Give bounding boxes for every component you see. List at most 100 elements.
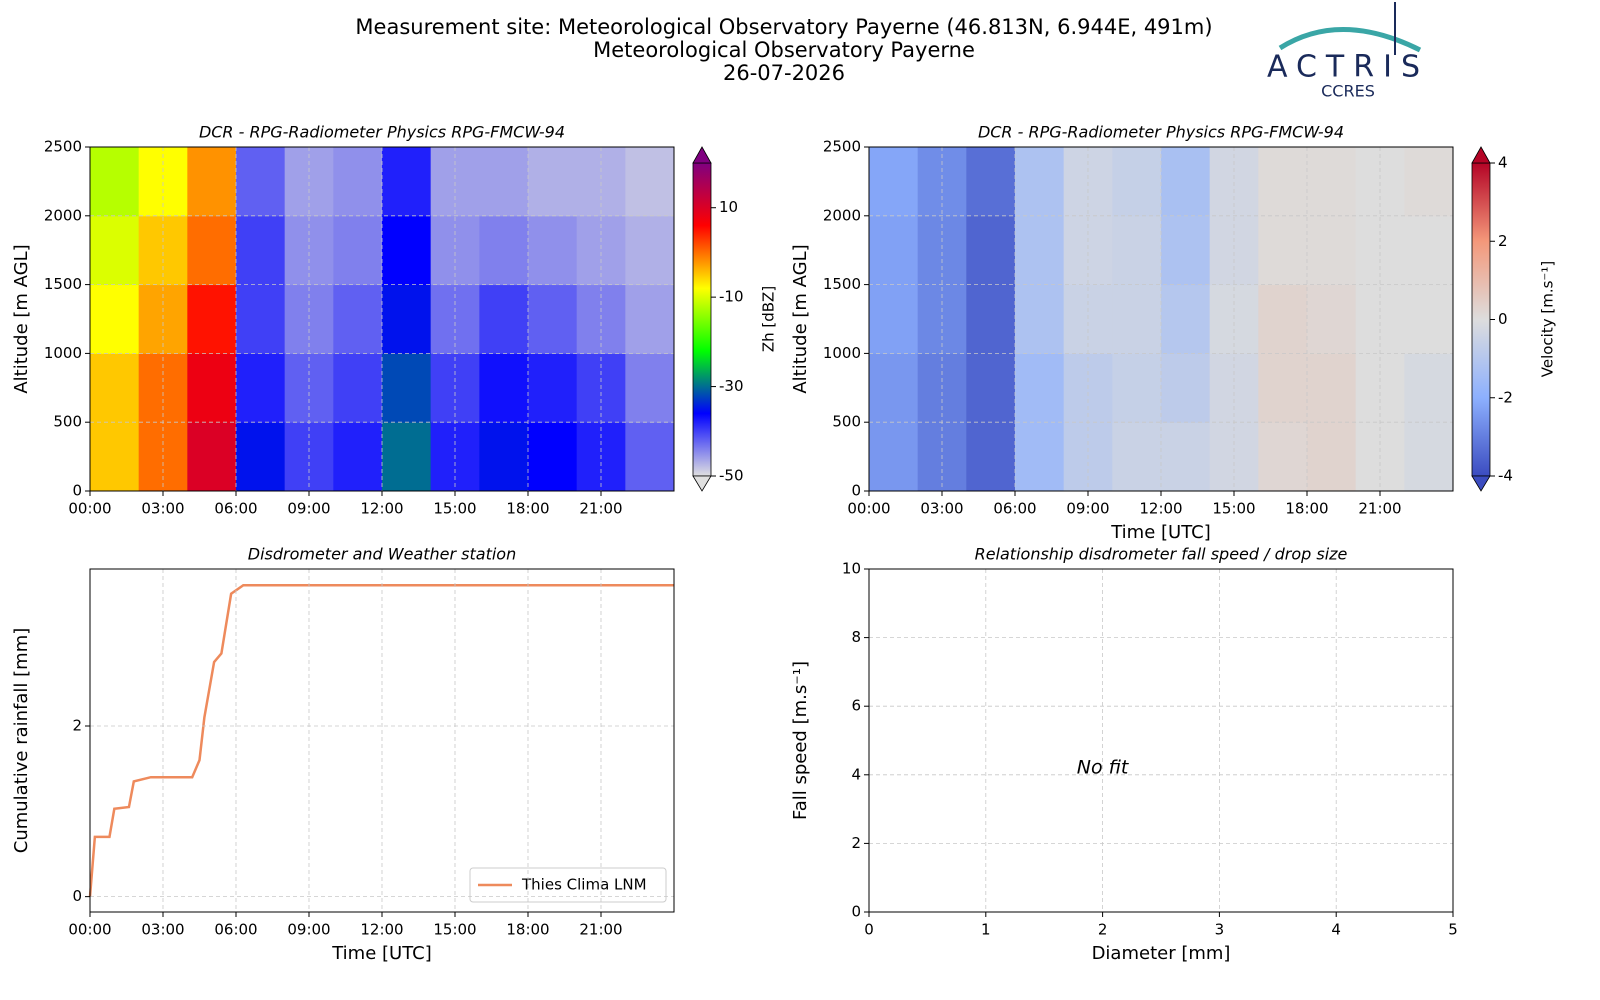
- heatmap-cell: [1258, 147, 1308, 217]
- x-tick-label: 12:00: [360, 500, 403, 518]
- heatmap-cell: [90, 147, 140, 217]
- heatmap-cell: [187, 284, 237, 354]
- x-tick-label: 4: [1331, 921, 1341, 939]
- colorbar-label: Velocity [m.s⁻¹]: [1539, 261, 1557, 377]
- heatmap-cell: [1161, 284, 1211, 354]
- heatmap-cell: [625, 147, 675, 217]
- axes-frame: [868, 568, 1454, 913]
- colorbar: [1471, 162, 1491, 477]
- header-line: 26-07-2026: [723, 61, 845, 85]
- axes-frame: [89, 146, 675, 492]
- x-tick-label: 03:00: [920, 500, 963, 518]
- y-tick-label: 2500: [44, 138, 82, 156]
- x-tick-label: 06:00: [993, 500, 1036, 518]
- heatmap-cell: [1404, 147, 1454, 217]
- colorbar-tick-label: -10: [719, 288, 744, 306]
- panel: Disdrometer and Weather station Thies Cli…: [11, 545, 675, 964]
- colorbar-extend: [1471, 146, 1491, 164]
- y-tick-label: 4: [851, 765, 861, 783]
- x-tick-label: 06:00: [214, 921, 257, 939]
- x-tick-label: 18:00: [1285, 500, 1328, 518]
- heatmap-cell: [382, 284, 432, 354]
- y-tick-label: 6: [851, 697, 861, 715]
- y-axis-label: Cumulative rainfall [mm]: [11, 628, 32, 854]
- heatmap-cell: [236, 215, 286, 286]
- heatmap-cell: [333, 422, 383, 492]
- heatmap-cell: [333, 147, 383, 217]
- heatmap-cell: [1404, 215, 1454, 286]
- heatmap-cell: [1112, 284, 1162, 354]
- heatmap-cell: [869, 284, 919, 354]
- x-tick-label: 18:00: [506, 500, 549, 518]
- x-tick-label: 15:00: [433, 921, 476, 939]
- x-tick-label: 03:00: [141, 921, 184, 939]
- x-tick-label: 03:00: [141, 500, 184, 518]
- heatmap-cell: [479, 215, 529, 286]
- axes-frame: [868, 146, 1454, 492]
- axes-frame: [89, 568, 675, 913]
- heatmap-cell: [236, 284, 286, 354]
- y-tick-label: 0: [72, 887, 82, 905]
- heatmap-cell: [1307, 353, 1357, 423]
- colorbar-extend: [692, 146, 712, 164]
- y-tick-label: 1500: [44, 275, 82, 293]
- heatmap-cell: [528, 422, 578, 492]
- y-tick-label: 1000: [44, 344, 82, 362]
- grid: [89, 569, 674, 912]
- panel: DCR - RPG-Radiometer Physics RPG-FMCW-94…: [11, 123, 778, 518]
- legend-box: [469, 867, 667, 903]
- y-axis-label: Altitude [m AGL]: [11, 244, 32, 393]
- y-tick-label: 10: [842, 560, 861, 578]
- colorbar-tick-label: 4: [1498, 154, 1508, 172]
- header-line: Measurement site: Meteorological Observa…: [355, 15, 1212, 39]
- logo-text: ACTRIS: [1267, 50, 1429, 85]
- heatmap-cell: [479, 422, 529, 492]
- heatmap-cell: [1112, 147, 1162, 217]
- panel-title: DCR - RPG-Radiometer Physics RPG-FMCW-94: [978, 123, 1344, 142]
- line-series: [88, 583, 674, 897]
- x-tick-label: 00:00: [68, 500, 111, 518]
- heatmap-cell: [236, 353, 286, 423]
- heatmap-cell: [187, 147, 237, 217]
- heatmap-cell: [333, 215, 383, 286]
- panel: DCR - RPG-Radiometer Physics RPG-FMCW-94…: [790, 123, 1557, 544]
- x-tick-label: 15:00: [433, 500, 476, 518]
- x-tick-label: 21:00: [579, 500, 622, 518]
- heatmap-cell: [1258, 353, 1308, 423]
- heatmap-cell: [1307, 215, 1357, 286]
- heatmap-cell: [479, 147, 529, 217]
- colorbar-tick-label: -30: [719, 377, 744, 395]
- heatmap-cell: [236, 147, 286, 217]
- x-tick-label: 5: [1448, 921, 1458, 939]
- x-tick-label: 18:00: [506, 921, 549, 939]
- y-tick-label: 2500: [823, 138, 861, 156]
- heatmap-cell: [90, 215, 140, 286]
- colorbar-extend: [692, 475, 712, 492]
- legend: Thies Clima LNM: [469, 867, 667, 903]
- y-tick-label: 2: [851, 834, 861, 852]
- colorbar-tick-label: 0: [1498, 310, 1508, 328]
- heatmap-cell: [1258, 284, 1308, 354]
- x-tick-label: 09:00: [287, 500, 330, 518]
- x-axis-label: Diameter [mm]: [1092, 943, 1231, 964]
- x-tick-label: 00:00: [847, 500, 890, 518]
- heatmap-cell: [1161, 422, 1211, 492]
- colorbar-tick-label: -50: [719, 467, 744, 485]
- colorbar-extend: [1471, 475, 1491, 492]
- heatmap-cell: [625, 284, 675, 354]
- x-tick-label: 09:00: [1066, 500, 1109, 518]
- heatmap-cell: [1015, 353, 1065, 423]
- heatmap-cell: [1307, 147, 1357, 217]
- heatmap-cell: [625, 422, 675, 492]
- colorbar: [692, 162, 712, 477]
- heatmap-cell: [90, 422, 140, 492]
- x-tick-label: 06:00: [214, 500, 257, 518]
- y-tick-label: 500: [832, 413, 861, 431]
- logo-arc: [1278, 27, 1422, 53]
- x-tick-label: 2: [1098, 921, 1108, 939]
- heatmap-cell: [1404, 422, 1454, 492]
- y-tick-label: 1500: [823, 275, 861, 293]
- logo: ACTRIS CCRES: [1267, 2, 1429, 101]
- y-axis-label: Altitude [m AGL]: [790, 244, 811, 393]
